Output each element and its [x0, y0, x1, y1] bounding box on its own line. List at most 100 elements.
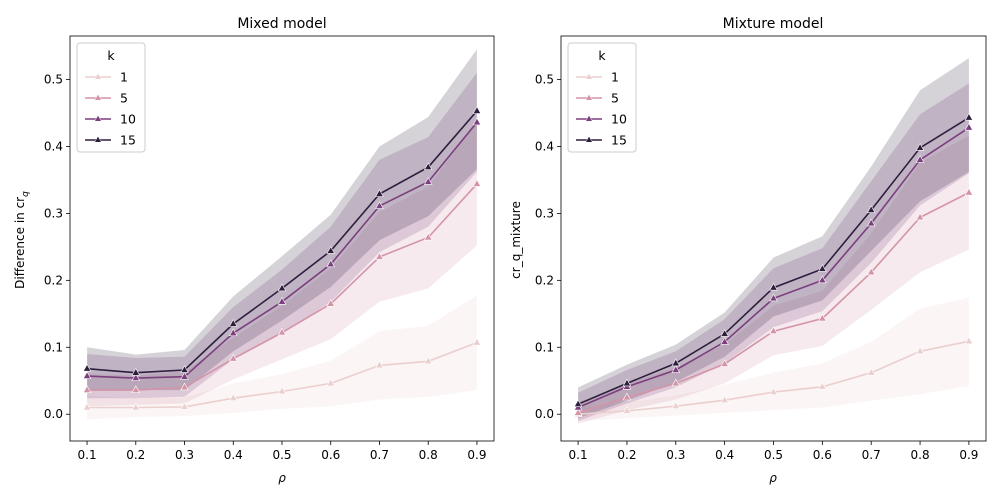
y-tick-label: 0.5: [535, 73, 554, 87]
data-point-k-10: [720, 337, 729, 345]
data-point-k-15: [326, 246, 336, 254]
x-tick-label: 0.7: [862, 448, 881, 462]
series-markers: [82, 106, 482, 411]
data-point-k-10: [423, 177, 433, 185]
legend-marker-k-5: [94, 93, 102, 101]
y-tick-label: 0.3: [535, 206, 554, 220]
legend-title: k: [598, 48, 606, 63]
y-tick-label: 0.1: [44, 340, 63, 354]
data-point-k-5: [472, 179, 482, 187]
y-tick-label: 0.5: [44, 73, 63, 87]
data-point-k-10: [82, 371, 92, 379]
data-point-k-1: [423, 356, 433, 365]
data-point-k-1: [228, 393, 238, 401]
y-tick-label: 0.1: [535, 340, 554, 354]
data-point-k-15: [671, 358, 681, 367]
x-tick-label: 0.2: [617, 448, 636, 462]
y-axis-label-subscript: q: [21, 191, 31, 197]
legend-title: k: [107, 48, 115, 63]
confidence-band-k-5: [578, 135, 969, 424]
data-point-k-5: [915, 212, 925, 221]
data-point-k-5: [228, 353, 238, 362]
y-axis-label: Difference in crq: [13, 191, 31, 289]
panel-mixed-model: 0.1 0.2 0.3 0.4 0.5 0.6 0.7 0.8 0.9 0.0 0.1 0.2 0.3…: [13, 16, 495, 485]
legend-label-k-5: 5: [120, 91, 128, 106]
data-point-k-1: [131, 402, 141, 411]
confidence-band-k-1: [87, 295, 477, 420]
panel-mixture-model: 0.1 0.2 0.3 0.4 0.5 0.6 0.7 0.8 0.9 0.0 0.1 0.2 0.3…: [509, 16, 987, 485]
data-point-k-1: [472, 337, 482, 346]
y-axis-label: cr_q_mixture: [509, 201, 523, 279]
data-point-k-5: [964, 187, 974, 196]
x-tick-label: 0.3: [666, 448, 685, 462]
data-point-k-1: [964, 336, 974, 345]
series-markers: [573, 112, 974, 418]
data-point-k-10: [769, 293, 778, 302]
data-point-k-5: [769, 326, 778, 335]
data-point-k-1: [769, 387, 778, 395]
y-tick-label: 0.0: [535, 407, 554, 421]
confidence-band-k-1: [578, 297, 969, 421]
y-ticks: 0.0 0.1 0.2 0.3 0.4 0.5: [44, 73, 70, 421]
data-point-k-1: [375, 360, 384, 369]
legend-label-k-15: 15: [611, 133, 627, 148]
data-point-k-10: [228, 328, 238, 337]
chart-title: Mixed model: [237, 16, 326, 32]
legend-marker-k-10: [585, 114, 593, 122]
data-point-k-5: [622, 392, 632, 401]
data-point-k-5: [131, 385, 141, 393]
data-point-k-10: [375, 201, 384, 209]
legend-marker-k-1: [585, 72, 593, 80]
data-point-k-15: [277, 283, 287, 292]
x-tick-label: 0.5: [764, 448, 783, 462]
data-point-k-10: [915, 155, 925, 163]
data-point-k-15: [472, 106, 482, 114]
data-point-k-10: [131, 373, 141, 381]
y-tick-label: 0.3: [44, 206, 63, 220]
data-point-k-1: [277, 386, 287, 395]
data-point-k-1: [180, 402, 189, 410]
data-point-k-1: [915, 346, 925, 355]
x-tick-label: 0.1: [78, 448, 97, 462]
legend-label-k-15: 15: [120, 133, 136, 148]
data-point-k-10: [964, 122, 974, 131]
data-point-k-15: [915, 142, 925, 151]
data-point-k-1: [671, 401, 681, 410]
data-point-k-1: [818, 381, 827, 390]
data-point-k-15: [769, 282, 778, 291]
data-point-k-15: [573, 399, 583, 408]
y-tick-label: 0.2: [535, 273, 554, 287]
x-tick-label: 0.5: [272, 448, 291, 462]
data-point-k-15: [228, 319, 238, 327]
confidence-band-k-15: [578, 58, 969, 419]
legend-label-k-5: 5: [611, 91, 619, 106]
data-point-k-5: [671, 378, 681, 387]
legend-marker-k-1: [94, 72, 102, 80]
x-tick-label: 0.3: [175, 448, 194, 462]
data-point-k-10: [818, 275, 827, 284]
data-point-k-1: [720, 395, 729, 403]
data-point-k-15: [375, 189, 384, 197]
data-point-k-5: [423, 232, 433, 241]
data-point-k-15: [622, 378, 632, 387]
x-tick-label: 0.1: [569, 448, 588, 462]
data-point-k-5: [82, 385, 92, 393]
legend-label-k-1: 1: [611, 70, 619, 85]
data-point-k-5: [818, 313, 827, 322]
x-axis-label: ρ: [769, 471, 777, 485]
data-point-k-15: [423, 162, 433, 171]
x-tick-label: 0.9: [959, 448, 978, 462]
legend-label-k-10: 10: [611, 112, 627, 127]
x-tick-label: 0.8: [911, 448, 930, 462]
y-tick-label: 0.4: [535, 139, 554, 153]
data-point-k-15: [720, 329, 729, 337]
data-point-k-15: [964, 112, 974, 121]
x-tick-label: 0.4: [224, 448, 243, 462]
x-tick-label: 0.7: [370, 448, 389, 462]
data-point-k-1: [82, 402, 92, 411]
y-tick-label: 0.2: [44, 273, 63, 287]
